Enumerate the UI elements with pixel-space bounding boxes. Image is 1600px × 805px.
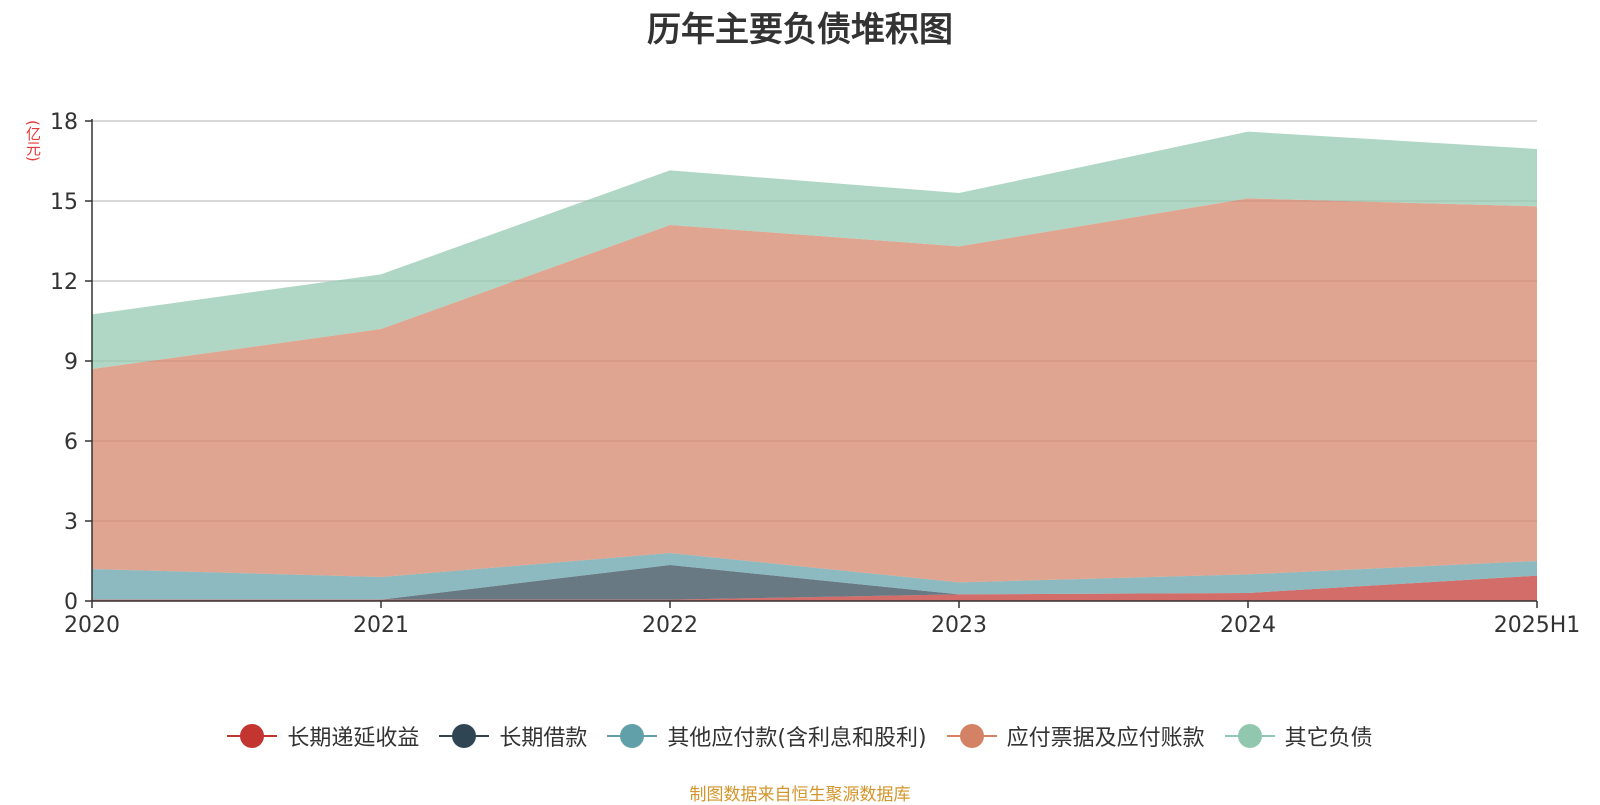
legend-label: 应付票据及应付账款 (1006, 726, 1205, 751)
legend-label: 长期借款 (499, 726, 588, 751)
x-tick-label: 2023 (931, 613, 987, 638)
y-tick-label: 12 (50, 270, 78, 295)
axes: 0 3 6 9 12 15 18 2020 2021 2022 2023 2024 2025H1 (50, 110, 1580, 638)
area-series-5 (92, 131, 1537, 369)
area-series-1 (92, 575, 1537, 601)
y-tick-label: 18 (50, 110, 78, 135)
area-series-3 (92, 553, 1537, 600)
legend-item[interactable]: 长期递延收益 (227, 720, 419, 752)
y-axis-unit-label: (亿元) (24, 120, 42, 162)
area-series-4 (92, 198, 1537, 583)
legend-marker-icon (1224, 723, 1275, 749)
chart-title: 历年主要负债堆积图 (647, 10, 953, 50)
legend: 长期递延收益 长期借款 其他应付款(含利息和股利) 应付票据及应付账款 其它负债 (0, 718, 1600, 754)
x-tick-label: 2021 (353, 613, 409, 638)
legend-label: 长期递延收益 (287, 726, 420, 751)
x-tick-label: 2020 (64, 613, 120, 638)
legend-label: 其它负债 (1284, 726, 1373, 751)
y-tick-label: 9 (64, 350, 78, 375)
y-tick-label: 0 (64, 590, 78, 615)
legend-marker-icon (607, 723, 658, 749)
y-tick-label: 15 (50, 190, 78, 215)
legend-marker-icon (946, 723, 997, 749)
legend-item[interactable]: 其它负债 (1224, 720, 1373, 752)
area-series-2 (92, 565, 1537, 600)
legend-item[interactable]: 应付票据及应付账款 (946, 720, 1205, 752)
legend-item[interactable]: 长期借款 (439, 720, 587, 752)
legend-label: 其他应付款(含利息和股利) (667, 726, 927, 751)
y-tick-label: 3 (64, 510, 78, 535)
area-series (92, 131, 1537, 601)
y-tick-label: 6 (64, 430, 78, 455)
legend-marker-icon (227, 723, 278, 749)
legend-marker-icon (439, 723, 490, 749)
source-note: 制图数据来自恒生聚源数据库 (689, 785, 911, 805)
x-tick-label: 2024 (1220, 613, 1276, 638)
x-tick-label: 2022 (642, 613, 698, 638)
legend-item[interactable]: 其他应付款(含利息和股利) (607, 720, 927, 752)
x-tick-label: 2025H1 (1494, 613, 1581, 638)
